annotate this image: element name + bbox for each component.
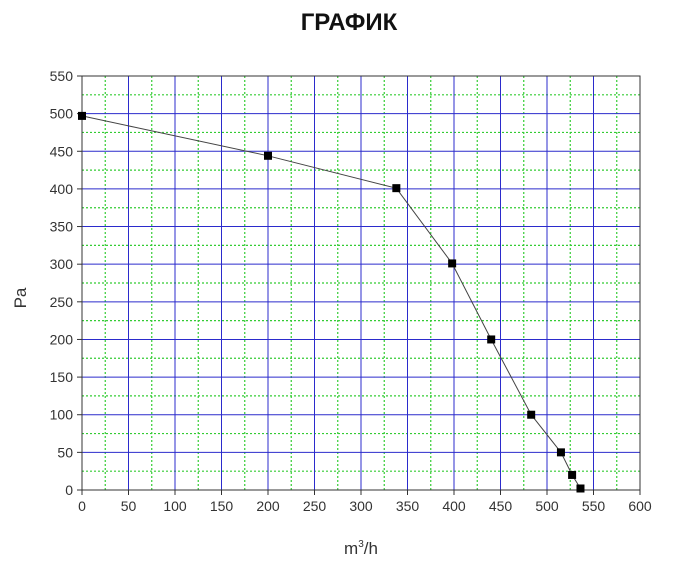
data-point bbox=[568, 470, 577, 479]
x-tick-label: 600 bbox=[628, 498, 652, 514]
x-tick-label: 550 bbox=[582, 498, 606, 514]
x-tick-label: 200 bbox=[256, 498, 280, 514]
chart-title: ГРАФИК bbox=[301, 9, 398, 36]
x-tick-label: 500 bbox=[535, 498, 559, 514]
data-point bbox=[487, 335, 496, 344]
data-point bbox=[576, 484, 585, 493]
x-tick-label: 100 bbox=[163, 498, 187, 514]
x-tick-label: 50 bbox=[121, 498, 137, 514]
ticks: 0 50 100 150 200 250 300 350 400 450 500 550 600 0 50 1… bbox=[50, 68, 652, 514]
x-axis-label-rest: /h bbox=[364, 539, 378, 558]
major-grid bbox=[81, 75, 641, 491]
y-tick-label: 50 bbox=[57, 444, 73, 460]
y-tick-label: 350 bbox=[50, 219, 74, 235]
x-axis-label-sup: 3 bbox=[358, 539, 364, 550]
x-tick-label: 400 bbox=[442, 498, 466, 514]
x-axis-label-base: m bbox=[344, 539, 358, 558]
x-tick-label: 250 bbox=[303, 498, 327, 514]
y-tick-label: 550 bbox=[50, 68, 74, 84]
data-point bbox=[448, 259, 457, 268]
x-axis-label: m3/h bbox=[344, 539, 378, 558]
x-tick-label: 450 bbox=[489, 498, 513, 514]
x-tick-label: 0 bbox=[78, 498, 86, 514]
y-tick-label: 200 bbox=[50, 331, 74, 347]
y-tick-label: 400 bbox=[50, 181, 74, 197]
x-tick-label: 350 bbox=[396, 498, 420, 514]
x-tick-label: 150 bbox=[210, 498, 234, 514]
data-point bbox=[264, 151, 272, 160]
data-point bbox=[392, 184, 401, 193]
y-tick-label: 150 bbox=[50, 369, 74, 385]
series bbox=[78, 111, 585, 493]
x-tick-label: 300 bbox=[349, 498, 373, 514]
y-tick-label: 0 bbox=[65, 482, 73, 498]
y-tick-label: 300 bbox=[50, 256, 74, 272]
y-axis-label: Pa bbox=[11, 287, 30, 308]
y-tick-label: 500 bbox=[50, 106, 74, 122]
data-point bbox=[527, 410, 536, 419]
y-tick-label: 100 bbox=[50, 407, 74, 423]
data-point bbox=[78, 111, 86, 120]
y-tick-label: 450 bbox=[50, 143, 74, 159]
y-tick-label: 250 bbox=[50, 294, 74, 310]
data-point bbox=[556, 448, 565, 457]
